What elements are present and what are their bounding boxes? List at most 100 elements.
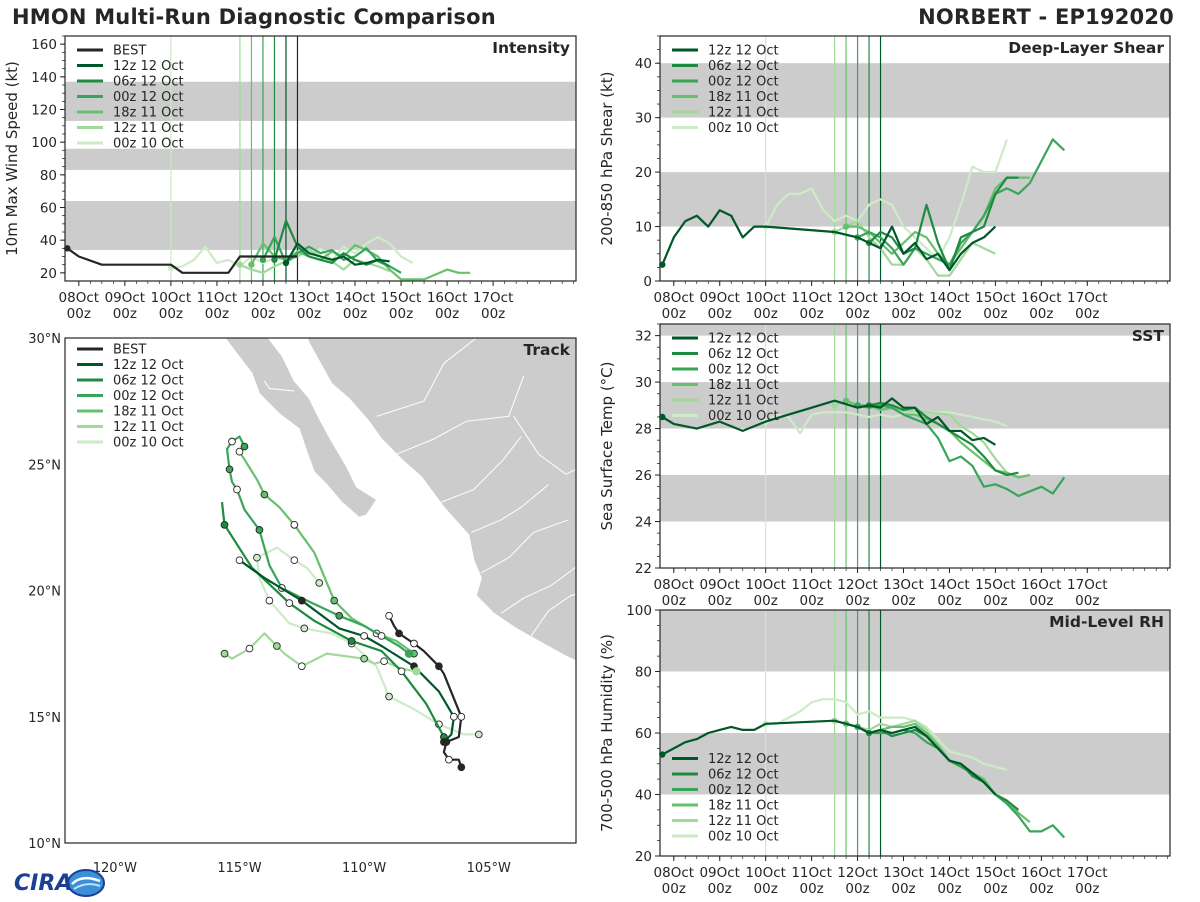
sst-ytick-label: 28	[635, 422, 652, 438]
intensity-xtick-day: 13Oct	[289, 290, 330, 306]
sst-xtick-day: 11Oct	[791, 577, 832, 593]
track-series-best	[388, 615, 463, 768]
shear-xtick-hour: 00z	[983, 306, 1007, 322]
track-point-00z-10-oct	[315, 579, 324, 587]
intensity-ytick-label: 40	[40, 233, 57, 249]
shear-xtick-day: 17Oct	[1067, 290, 1108, 306]
intensity-band-2	[65, 81, 576, 121]
sst-xtick-day: 12Oct	[837, 577, 878, 593]
track-point-12z-11-oct	[360, 654, 368, 663]
shear-legend-label-18z-11-oct: 18z 11 Oct	[708, 90, 779, 105]
track-legend-label-12z-12-oct: 12z 12 Oct	[113, 358, 184, 373]
shear-xtick-day: 08Oct	[654, 290, 695, 306]
intensity-ytick-label: 120	[31, 103, 57, 119]
shear-xtick-hour: 00z	[662, 306, 686, 322]
intensity-xtick-day: 16Oct	[427, 290, 468, 306]
sst-series-06z-12-oct	[868, 401, 1019, 477]
intensity-legend-label-12z-11-oct: 12z 11 Oct	[113, 121, 184, 136]
sst-xtick-hour: 00z	[662, 593, 686, 609]
track-init-marker	[404, 649, 414, 658]
track-point-06z-12-oct	[397, 667, 406, 676]
intensity-ylabel: 10m Max Wind Speed (kt)	[3, 61, 21, 256]
intensity-init-marker-00z-12-oct	[259, 256, 267, 263]
sst-init-marker-12z-12-oct	[659, 413, 666, 421]
intensity-title: Intensity	[492, 39, 570, 57]
intensity-legend-label-00z-10-oct: 00z 10 Oct	[113, 137, 184, 152]
track-legend-label-00z-10-oct: 00z 10 Oct	[113, 436, 184, 451]
track-lat-label: 20°N	[28, 585, 61, 600]
sst-xtick-hour: 00z	[1075, 593, 1099, 609]
shear-xtick-hour: 00z	[1075, 306, 1099, 322]
map-baja-california	[224, 338, 378, 518]
intensity-init-marker-best	[64, 245, 71, 252]
sst-band-1	[660, 382, 1170, 429]
rh-xtick-hour: 00z	[1075, 881, 1099, 897]
track-point-12z-12-oct	[235, 556, 244, 565]
intensity-ytick-label: 20	[40, 266, 57, 282]
intensity-xtick-day: 15Oct	[381, 290, 422, 306]
shear-xtick-day: 13Oct	[883, 290, 924, 306]
shear-ytick-label: 0	[643, 274, 652, 290]
intensity-xtick-hour: 00z	[389, 306, 413, 322]
intensity-ytick-label: 60	[40, 201, 57, 217]
track-point-best	[457, 763, 466, 772]
track-lat-label: 30°N	[28, 332, 61, 347]
rh-ytick-label: 60	[635, 726, 652, 742]
track-point-00z-10-oct	[253, 553, 261, 562]
track-title: Track	[524, 341, 571, 359]
sst-xtick-day: 10Oct	[745, 577, 786, 593]
rh-xtick-day: 13Oct	[883, 865, 924, 881]
sst-xtick-day: 13Oct	[883, 577, 924, 593]
sst-xtick-hour: 00z	[983, 593, 1007, 609]
intensity-ytick-label: 140	[31, 70, 57, 86]
shear-ytick-label: 10	[635, 220, 652, 236]
map-border-0	[376, 338, 477, 417]
shear-band-1	[660, 63, 1170, 118]
sst-band-2	[660, 324, 1170, 336]
intensity-init-marker-12z-11-oct	[236, 261, 244, 268]
track-point-18z-11-oct	[235, 447, 244, 456]
track-lat-label: 15°N	[28, 711, 61, 726]
track-point-best	[385, 611, 393, 620]
intensity-xtick-day: 11Oct	[197, 290, 238, 306]
intensity-xtick-day: 09Oct	[105, 290, 146, 306]
track-point-00z-12-oct	[240, 442, 249, 451]
shear-series-12z-12-oct	[661, 209, 997, 272]
rh-series-12z-12-oct	[661, 719, 997, 796]
map-border-8	[513, 416, 576, 475]
shear-ytick-label: 20	[635, 165, 652, 181]
track-point-12z-11-oct	[273, 642, 281, 650]
intensity-legend-label-06z-12-oct: 06z 12 Oct	[113, 75, 184, 90]
rh-xtick-day: 15Oct	[975, 865, 1016, 881]
rh-ylabel: 700-500 hPa Humidity (%)	[598, 634, 616, 832]
rh-title: Mid-Level RH	[1049, 613, 1164, 631]
rh-xtick-day: 08Oct	[654, 865, 695, 881]
track-point-06z-12-oct	[285, 599, 294, 607]
track-land-group	[220, 338, 576, 772]
intensity-xtick-hour: 00z	[159, 306, 183, 322]
sst-ytick-label: 24	[635, 515, 652, 531]
shear-legend-label-00z-10-oct: 00z 10 Oct	[708, 121, 779, 136]
rh-ytick-label: 20	[635, 849, 652, 865]
intensity-xtick-day: 08Oct	[59, 290, 100, 306]
rh-band-1	[660, 610, 1170, 672]
track-lat-label: 10°N	[28, 837, 61, 852]
track-point-18z-11-oct	[260, 490, 269, 499]
sst-xtick-day: 17Oct	[1067, 577, 1108, 593]
track-legend-label-00z-12-oct: 00z 12 Oct	[113, 389, 184, 404]
sst-legend-label-06z-12-oct: 06z 12 Oct	[708, 347, 779, 362]
sst-title: SST	[1132, 327, 1165, 345]
sst-xtick-hour: 00z	[845, 593, 869, 609]
rh-xtick-day: 17Oct	[1067, 865, 1108, 881]
shear-xtick-hour: 00z	[1029, 306, 1053, 322]
map-border-2	[441, 436, 522, 503]
rh-xtick-hour: 00z	[708, 881, 732, 897]
map-border-3	[471, 484, 549, 533]
rh-init-marker-12z-12-oct	[659, 751, 666, 758]
track-point-best	[445, 755, 453, 764]
shear-legend-label-06z-12-oct: 06z 12 Oct	[708, 59, 779, 74]
intensity-ytick-label: 80	[40, 168, 57, 184]
intensity-legend-label-18z-11-oct: 18z 11 Oct	[113, 106, 184, 121]
sst-xtick-hour: 00z	[799, 593, 823, 609]
track-lon-label: 115°W	[217, 861, 261, 876]
